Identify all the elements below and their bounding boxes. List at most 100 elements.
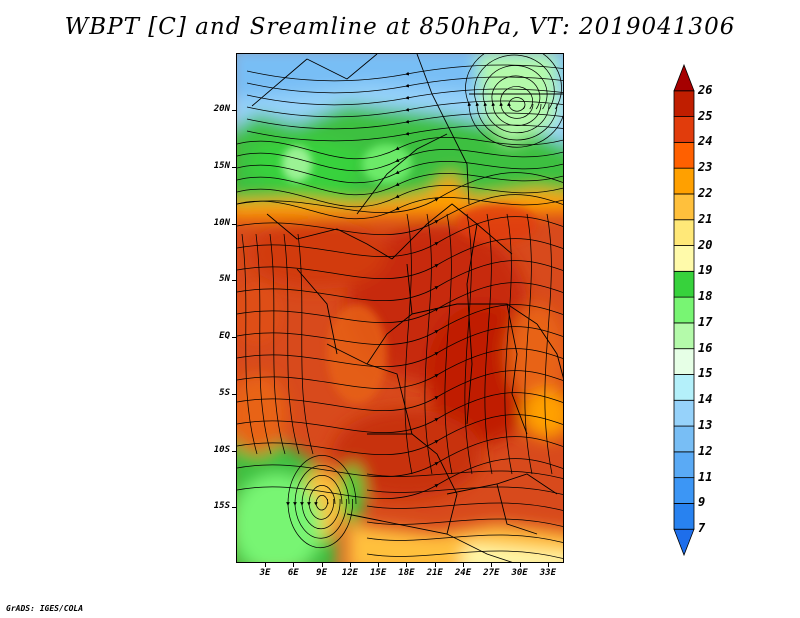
latitude-tick-mark — [232, 110, 236, 111]
colorbar-level-label: 9 — [698, 495, 706, 510]
longitude-tick-label: 3E — [259, 568, 271, 578]
colorbar-level-label: 13 — [698, 418, 713, 433]
streamline — [404, 213, 413, 475]
colorbar-level-label: 14 — [698, 392, 713, 407]
streamline — [255, 233, 272, 455]
latitude-tick-mark — [232, 280, 236, 282]
longitude-tick-label: 15E — [370, 568, 387, 578]
streamline — [237, 185, 563, 208]
streamline — [237, 172, 563, 214]
latitude-tick-mark — [232, 450, 236, 452]
border-line — [356, 133, 448, 215]
streamline — [366, 470, 563, 479]
streamline — [444, 213, 453, 475]
streamline — [366, 518, 563, 527]
streamline — [366, 550, 563, 559]
streamlines — [237, 54, 563, 559]
longitude-tick-label: 33E — [539, 568, 557, 578]
colorbar-swatch — [673, 425, 695, 453]
streamline — [464, 213, 473, 475]
streamline — [237, 197, 563, 220]
longitude-tick-mark — [293, 563, 295, 567]
colorbar-level-label: 26 — [698, 82, 713, 97]
longitude-tick-mark — [463, 563, 465, 567]
streamline — [237, 260, 563, 302]
latitude-tick-mark — [232, 223, 236, 225]
colorbar-swatch — [673, 141, 695, 169]
grads-credit: GrADS: IGES/COLA — [6, 604, 84, 613]
colorbar-level-label: 22 — [698, 185, 713, 200]
streamline — [237, 137, 563, 160]
border-line — [416, 54, 470, 205]
streamline — [286, 455, 357, 549]
longitude-tick-label: 30E — [511, 568, 528, 578]
latitude-tick-mark — [232, 507, 236, 509]
colorbar-svg — [673, 63, 695, 557]
longitude-tick-label: 12E — [341, 568, 358, 578]
field-blobs — [237, 54, 563, 562]
streamline — [524, 213, 533, 475]
border-line — [306, 54, 378, 80]
colorbar-swatch — [673, 296, 695, 324]
streamline — [237, 326, 563, 368]
latitude-tick-label: 10N — [213, 217, 230, 228]
colorbar-swatch — [673, 503, 695, 530]
colorbar-swatch — [673, 374, 695, 401]
streamline — [283, 233, 300, 455]
streamline — [237, 194, 563, 236]
streamline — [504, 213, 513, 475]
streamline — [246, 100, 563, 118]
colorbar-swatch — [673, 399, 695, 427]
border-line — [536, 323, 563, 379]
longitude-tick-label: 6E — [287, 568, 299, 578]
streamline — [237, 161, 563, 184]
longitude-tick-mark — [349, 563, 351, 567]
latitude-tick-label: 15N — [213, 160, 230, 171]
latitude-tick-label: 10S — [213, 444, 230, 455]
border-line — [496, 483, 538, 535]
longitude-tick-label: 18E — [398, 568, 415, 578]
latitude-tick-mark — [232, 393, 236, 395]
streamline — [307, 485, 336, 520]
streamline — [499, 86, 534, 119]
streamline — [544, 213, 553, 475]
latitude-tick-label: 5N — [219, 274, 230, 285]
colorbar-swatch — [673, 245, 695, 272]
colorbar-level-label: 15 — [698, 366, 713, 381]
colorbar-level-label: 18 — [698, 289, 713, 304]
streamline — [237, 436, 563, 478]
border-line — [506, 303, 528, 435]
colorbar-swatch — [673, 193, 695, 221]
colorbar-level-label: 17 — [698, 314, 713, 329]
longitude-tick-label: 21E — [426, 568, 443, 578]
streamline — [246, 112, 563, 130]
streamline — [366, 486, 563, 495]
colorbar-swatch — [673, 167, 695, 195]
colorbar-swatch — [673, 348, 695, 375]
colorbar-swatch — [673, 90, 695, 117]
colorbar-swatch — [673, 528, 695, 557]
colorbar: 7 9 11 12 13 14 15 16 17 18 19 20 21 22 23 24 25 26 — [670, 60, 712, 564]
streamline — [246, 124, 563, 142]
streamline — [237, 458, 563, 500]
streamline — [237, 238, 563, 280]
temperature-field — [237, 54, 563, 562]
colorbar-swatch — [673, 63, 695, 92]
colorbar-swatch — [673, 451, 695, 479]
colorbar-level-label: 12 — [698, 443, 713, 458]
colorbar-level-label: 20 — [698, 237, 713, 252]
streamline — [293, 465, 350, 539]
colorbar-swatch — [673, 322, 695, 350]
longitude-tick-label: 9E — [316, 568, 327, 578]
streamline — [237, 348, 563, 390]
longitude-tick-mark — [434, 563, 436, 567]
colorbar-level-label: 16 — [698, 340, 713, 355]
streamline — [366, 534, 563, 543]
streamline — [313, 495, 329, 511]
field-detail — [237, 144, 537, 404]
border-line — [366, 263, 413, 365]
streamline — [241, 233, 258, 455]
colorbar-level-label: 25 — [698, 108, 713, 123]
map-svg — [237, 54, 563, 562]
chart-title: WBPT [C] and Sreamline at 850hPa, VT: 20… — [64, 14, 736, 40]
